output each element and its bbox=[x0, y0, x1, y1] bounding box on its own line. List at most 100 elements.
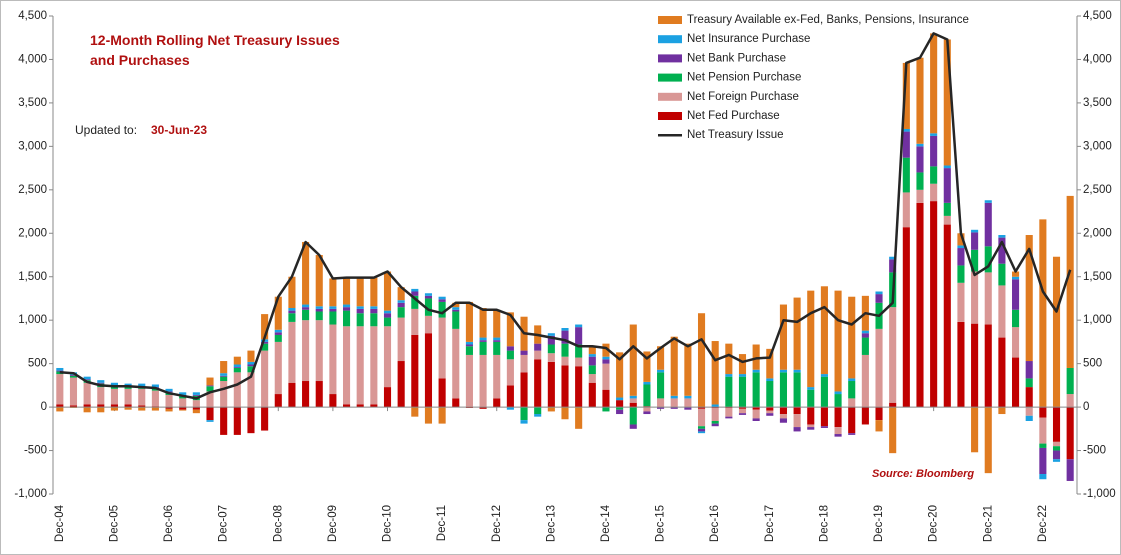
legend-swatch bbox=[658, 112, 682, 120]
bar bbox=[247, 361, 255, 365]
bar bbox=[220, 376, 228, 382]
bar bbox=[547, 344, 555, 354]
bar bbox=[124, 383, 132, 387]
x-tick-label: Dec-05 bbox=[108, 505, 120, 542]
bar bbox=[342, 310, 351, 327]
y2-tick-label: 4,000 bbox=[1083, 53, 1112, 65]
legend-label: Net Bank Purchase bbox=[687, 52, 786, 64]
bar bbox=[575, 366, 583, 408]
bar bbox=[738, 413, 747, 415]
bar bbox=[56, 374, 64, 405]
bar bbox=[902, 62, 910, 129]
bar bbox=[438, 299, 446, 302]
bar bbox=[971, 271, 979, 324]
bar bbox=[834, 391, 842, 395]
bar bbox=[69, 377, 78, 406]
legend-swatch bbox=[658, 16, 682, 24]
bar bbox=[192, 407, 200, 410]
bar bbox=[424, 315, 433, 334]
bar bbox=[1052, 441, 1061, 447]
bar bbox=[834, 394, 842, 408]
bar bbox=[779, 304, 788, 370]
bar bbox=[834, 290, 842, 392]
bar bbox=[465, 301, 473, 342]
bar bbox=[411, 288, 419, 292]
bar bbox=[274, 341, 282, 395]
bar bbox=[575, 344, 583, 358]
bar bbox=[261, 341, 269, 344]
bar bbox=[998, 407, 1006, 415]
x-tick-label: Dec-10 bbox=[382, 505, 394, 542]
x-tick-label: Dec-13 bbox=[545, 505, 557, 542]
bar bbox=[616, 400, 624, 408]
bar bbox=[1025, 235, 1033, 362]
bar bbox=[861, 333, 869, 338]
bar bbox=[411, 407, 419, 417]
bar bbox=[697, 431, 706, 434]
bar bbox=[875, 328, 883, 408]
bar bbox=[192, 392, 200, 395]
bar bbox=[957, 265, 965, 283]
y-tick-label: 0 bbox=[41, 401, 47, 413]
bar bbox=[506, 407, 514, 410]
bar bbox=[493, 309, 501, 338]
bar bbox=[793, 369, 801, 373]
bar bbox=[274, 394, 282, 408]
bar bbox=[889, 407, 897, 454]
bar bbox=[1052, 446, 1061, 451]
bar bbox=[657, 369, 665, 373]
bar bbox=[875, 420, 883, 432]
bar bbox=[370, 306, 378, 309]
bar bbox=[998, 263, 1006, 286]
bar bbox=[1039, 219, 1047, 408]
y-tick-label: 1,500 bbox=[18, 271, 47, 283]
bar bbox=[342, 326, 351, 405]
bar bbox=[1052, 450, 1061, 460]
bar bbox=[616, 352, 624, 398]
bar bbox=[561, 356, 569, 366]
bar bbox=[930, 166, 938, 184]
bar bbox=[602, 356, 610, 360]
bar bbox=[192, 409, 200, 414]
x-tick-label: Dec-07 bbox=[218, 505, 230, 542]
bar bbox=[261, 407, 269, 431]
x-tick-label: Dec-08 bbox=[272, 505, 284, 542]
bar bbox=[370, 326, 378, 405]
bar bbox=[438, 407, 446, 424]
bar bbox=[889, 307, 897, 403]
bar bbox=[1039, 407, 1047, 418]
bar bbox=[220, 381, 228, 408]
bar bbox=[411, 291, 419, 296]
bar bbox=[356, 308, 364, 314]
bar bbox=[411, 295, 419, 309]
bar bbox=[916, 143, 924, 147]
updated-label: Updated to: bbox=[75, 123, 137, 137]
x-tick-label: Dec-12 bbox=[491, 505, 503, 542]
bar bbox=[302, 320, 310, 382]
bar bbox=[165, 408, 173, 412]
bar bbox=[356, 277, 364, 307]
bar bbox=[916, 202, 924, 408]
bar bbox=[274, 296, 282, 330]
bar bbox=[984, 324, 992, 408]
bar bbox=[424, 333, 433, 408]
bar bbox=[575, 324, 583, 328]
bar bbox=[179, 392, 187, 395]
bar bbox=[1052, 459, 1061, 462]
bar bbox=[356, 326, 364, 405]
bar bbox=[83, 382, 91, 405]
bar bbox=[766, 378, 774, 382]
x-tick-label: Dec-09 bbox=[327, 505, 339, 542]
bar bbox=[779, 407, 788, 415]
bar bbox=[383, 313, 392, 318]
bar bbox=[383, 387, 392, 408]
bar bbox=[643, 381, 651, 385]
bar bbox=[329, 394, 337, 408]
bar bbox=[438, 378, 446, 408]
bar bbox=[588, 356, 596, 366]
bar bbox=[752, 418, 760, 421]
bar bbox=[397, 317, 405, 362]
legend-swatch bbox=[658, 92, 682, 101]
bar bbox=[670, 336, 678, 396]
bar bbox=[875, 407, 883, 421]
